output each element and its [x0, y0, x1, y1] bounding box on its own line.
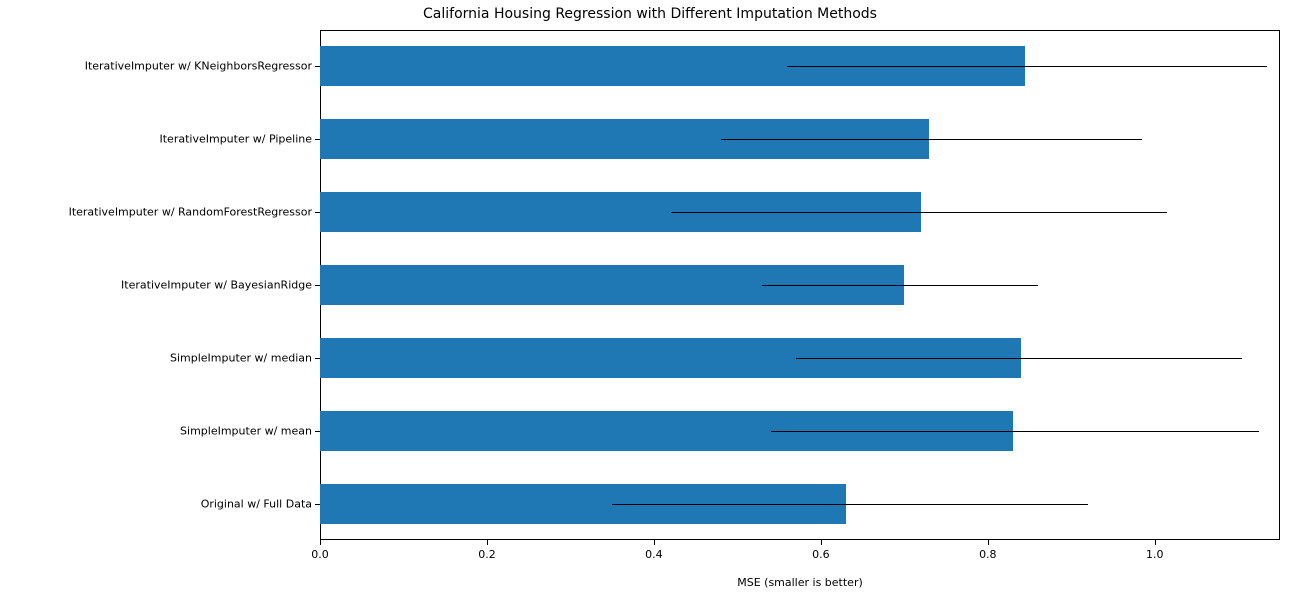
- error-bar: [771, 431, 1259, 432]
- error-bar: [796, 358, 1243, 359]
- y-tick-label: SimpleImputer w/ median: [170, 351, 312, 364]
- x-tick-mark: [821, 540, 822, 545]
- x-tick-label: 0.2: [478, 548, 496, 561]
- x-tick-label: 0.8: [979, 548, 997, 561]
- y-tick-label: Original w/ Full Data: [201, 497, 312, 510]
- spine-top: [320, 30, 1280, 31]
- spine-right: [1279, 30, 1280, 540]
- x-tick-label: 0.4: [645, 548, 663, 561]
- x-tick-mark: [320, 540, 321, 545]
- spine-bottom: [320, 539, 1280, 540]
- y-tick-mark: [315, 139, 320, 140]
- figure: California Housing Regression with Diffe…: [0, 0, 1300, 600]
- y-tick-label: IterativeImputer w/ RandomForestRegresso…: [69, 206, 312, 219]
- y-tick-label: SimpleImputer w/ mean: [180, 424, 312, 437]
- y-tick-label: IterativeImputer w/ BayesianRidge: [121, 279, 312, 292]
- error-bar: [787, 66, 1267, 67]
- x-tick-mark: [1155, 540, 1156, 545]
- error-bar: [612, 504, 1088, 505]
- x-tick-label: 1.0: [1146, 548, 1164, 561]
- y-tick-label: IterativeImputer w/ Pipeline: [160, 133, 313, 146]
- x-tick-mark: [487, 540, 488, 545]
- y-tick-mark: [315, 358, 320, 359]
- y-tick-mark: [315, 431, 320, 432]
- x-tick-label: 0.0: [311, 548, 329, 561]
- y-tick-mark: [315, 285, 320, 286]
- y-tick-mark: [315, 504, 320, 505]
- x-tick-label: 0.6: [812, 548, 830, 561]
- error-bar: [721, 139, 1143, 140]
- x-axis-label: MSE (smaller is better): [737, 576, 863, 589]
- x-tick-mark: [988, 540, 989, 545]
- plot-area: [320, 30, 1280, 540]
- y-tick-label: IterativeImputer w/ KNeighborsRegressor: [85, 60, 312, 73]
- error-bar: [762, 285, 1037, 286]
- chart-title: California Housing Regression with Diffe…: [0, 6, 1300, 22]
- y-tick-mark: [315, 212, 320, 213]
- error-bar: [671, 212, 1168, 213]
- x-tick-mark: [654, 540, 655, 545]
- y-tick-mark: [315, 66, 320, 67]
